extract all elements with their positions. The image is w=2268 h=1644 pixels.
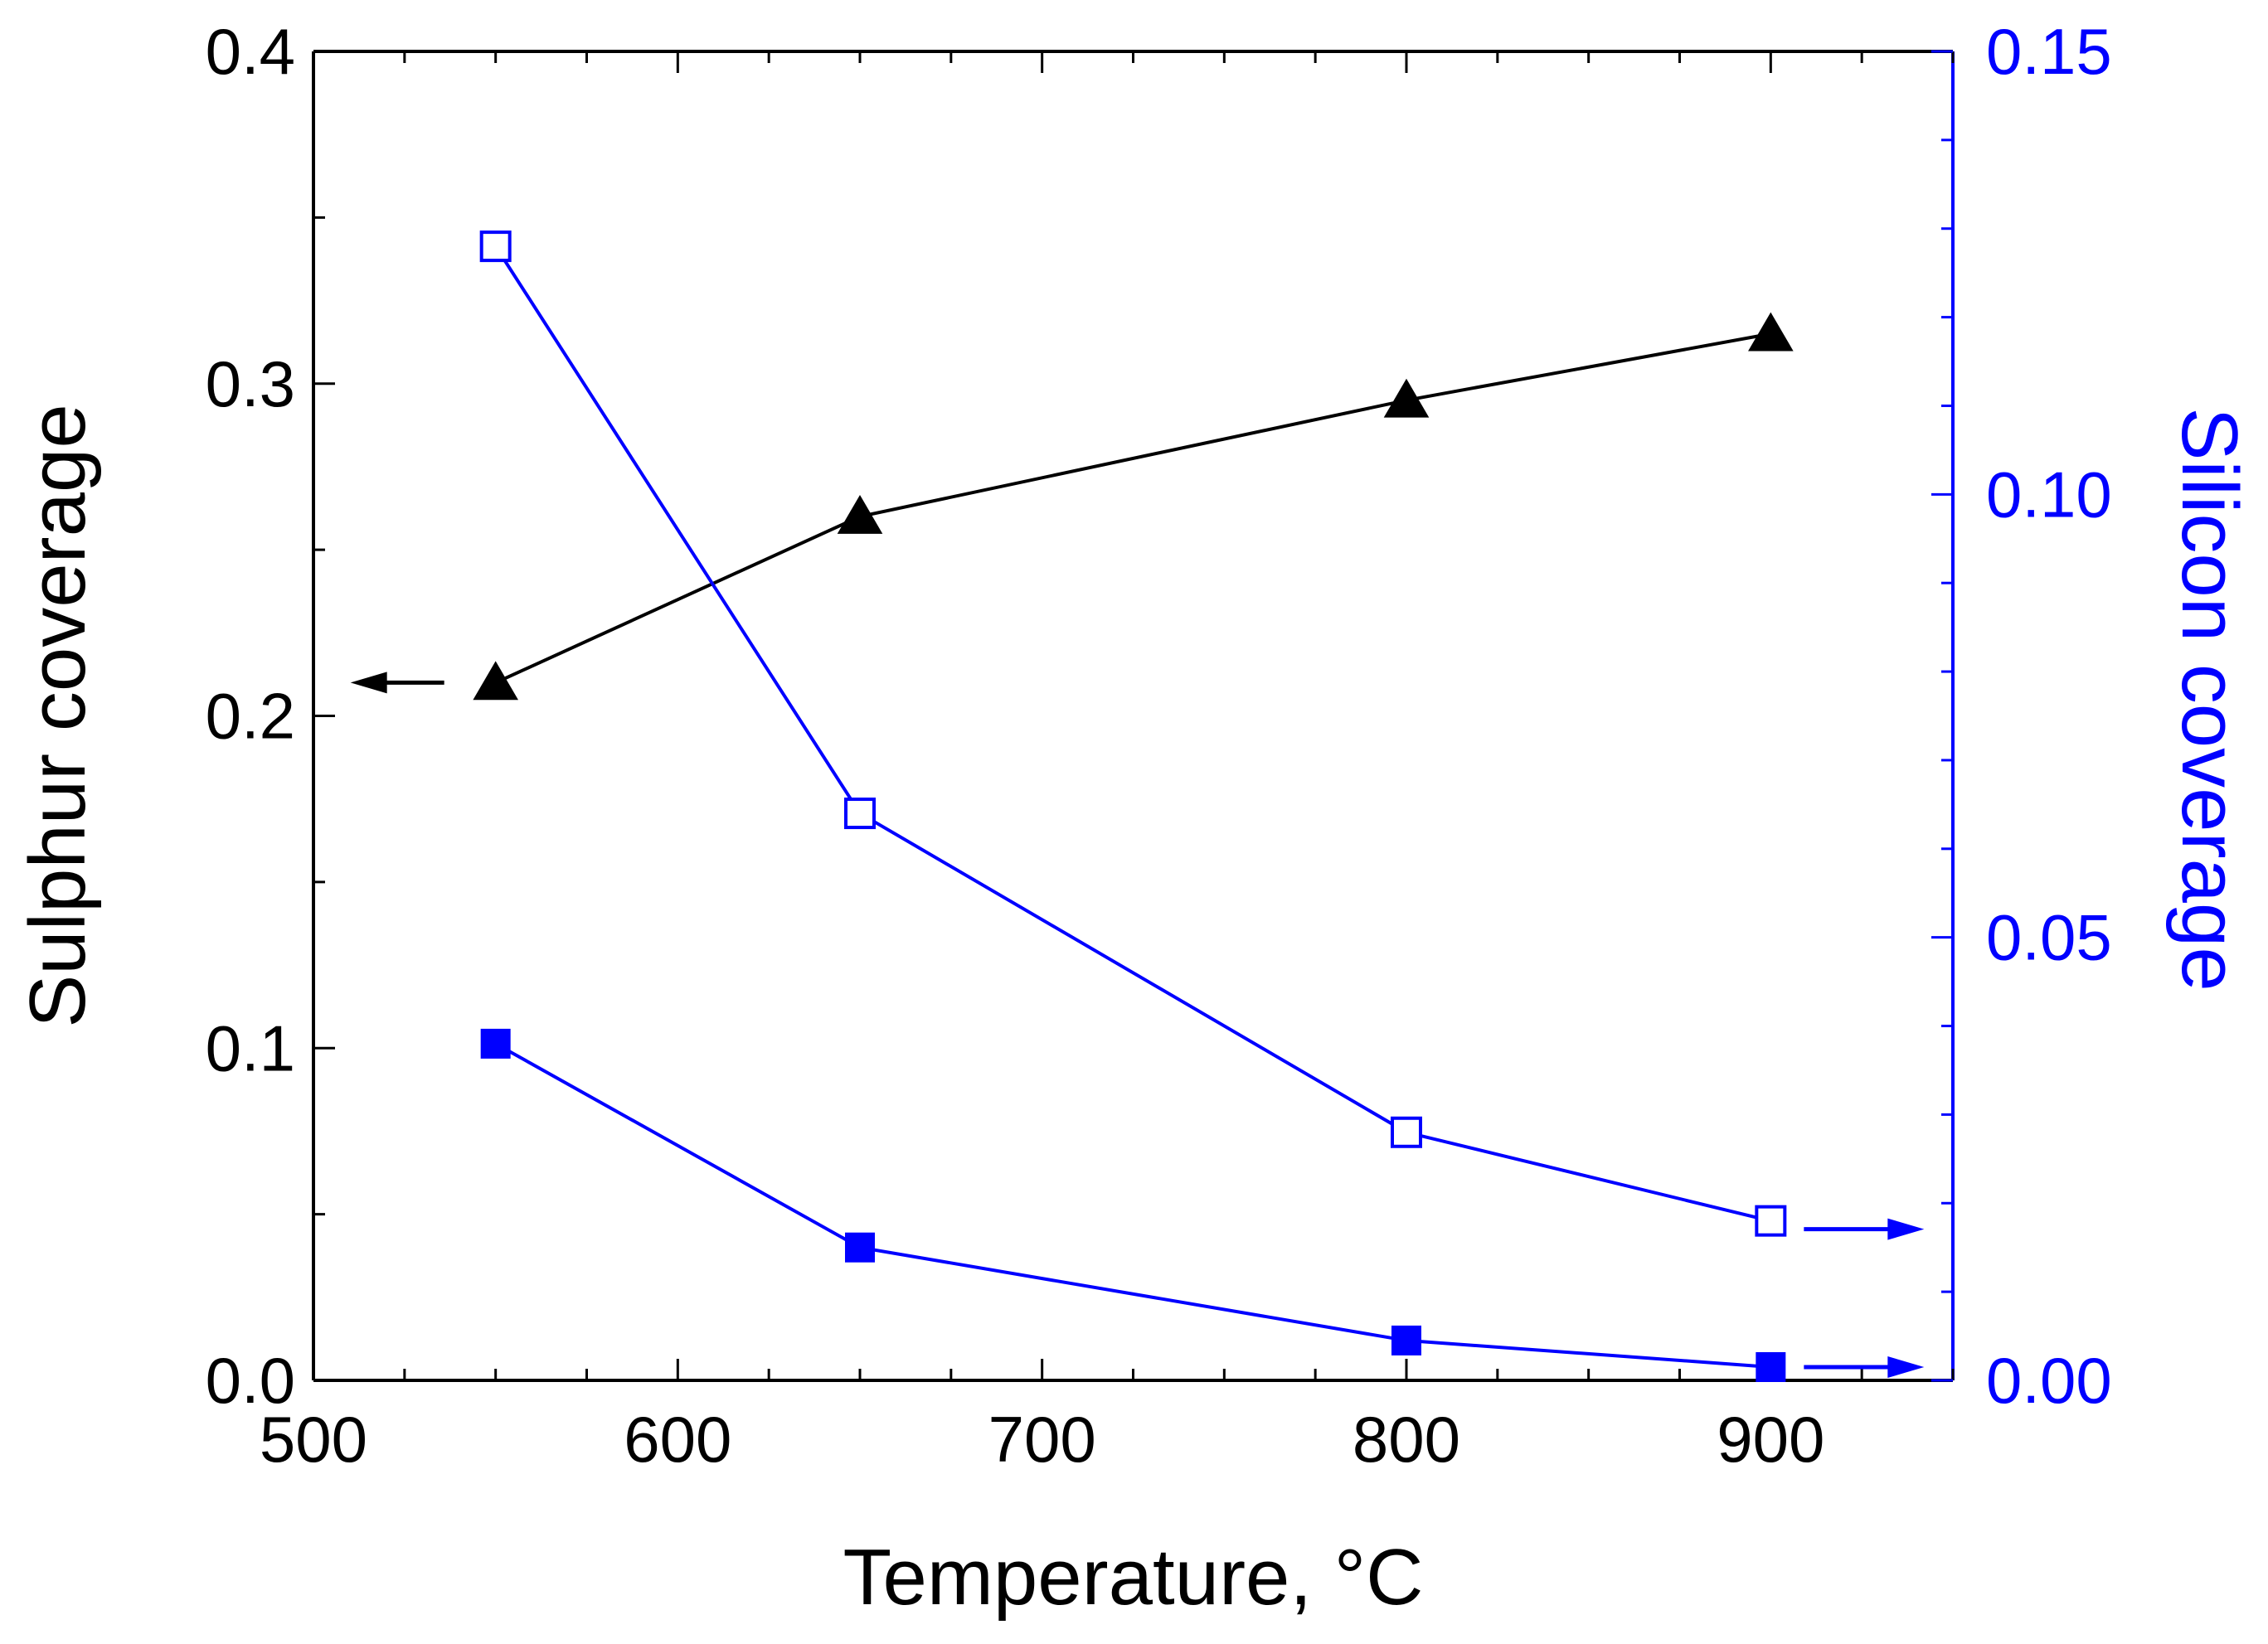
right-tick-label: 0.10 [1986,458,2112,531]
right-pointing-arrow-head [1887,1218,1925,1240]
left-axis-ticks: 0.0 0.1 0.2 0.3 0.4 [206,15,335,1417]
x-tick-label: 600 [624,1403,731,1476]
open-square-marker [1391,1116,1422,1148]
filled-square-marker [1391,1325,1421,1355]
left-tick-label: 0.3 [206,347,295,420]
filled-square-marker [1756,1351,1786,1382]
annotation-layer [350,672,1925,1378]
right-tick-label: 0.15 [1986,15,2112,88]
left-pointing-arrow-head [350,672,387,694]
triangle-marker [1383,378,1430,418]
open-square-marker [844,798,876,830]
x-axis-title: Temperature, °C [843,1533,1424,1622]
right-tick-label: 0.05 [1986,901,2112,974]
left-tick-label: 0.4 [206,15,295,88]
series-line-0 [494,332,1771,685]
x-axis-ticks: 500 600 700 800 900 [260,51,1955,1476]
left-tick-label: 0.1 [206,1011,295,1084]
triangle-marker [1748,312,1794,352]
series-line-2 [494,1042,1771,1369]
x-tick-label: 800 [1353,1403,1460,1476]
series-layer [473,230,1794,1382]
filled-square-marker [480,1028,511,1059]
open-square-marker [479,230,512,263]
x-tick-label: 700 [988,1403,1096,1476]
x-tick-label: 500 [260,1403,367,1476]
filled-square-marker [845,1232,875,1263]
x-tick-label: 900 [1717,1403,1824,1476]
left-tick-label: 0.2 [206,680,295,753]
right-pointing-arrow-head [1887,1355,1925,1378]
open-square-marker [1755,1205,1787,1237]
triangle-marker [837,495,883,534]
right-tick-label: 0.00 [1986,1344,2112,1417]
left-tick-label: 0.0 [206,1344,295,1417]
right-axis-title: Silicon coverage [2165,407,2254,991]
left-axis-title: Sulphur coverage [13,404,102,1027]
triangle-marker [473,661,518,701]
right-axis-ticks: 0.00 0.05 0.10 0.15 [1931,15,2112,1417]
series-line-1 [493,245,1771,1223]
